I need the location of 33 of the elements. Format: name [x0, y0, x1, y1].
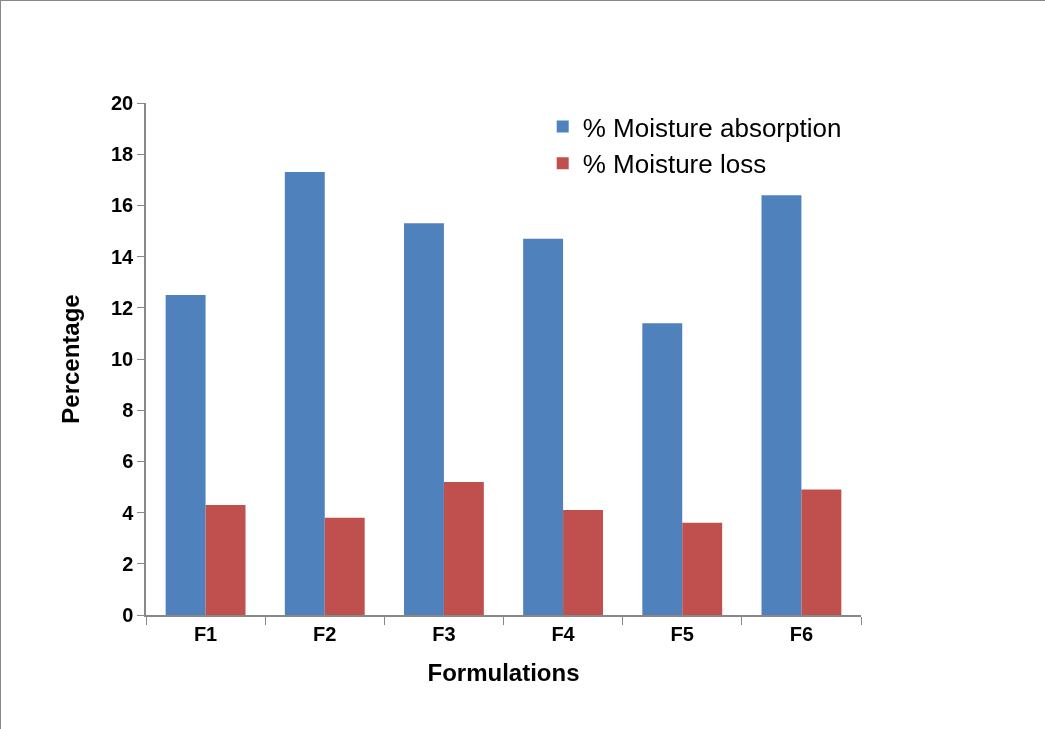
- bar: [165, 295, 206, 615]
- y-tick-label: 4: [122, 501, 135, 524]
- y-tick-label: 20: [111, 92, 134, 114]
- bar: [443, 481, 484, 615]
- y-tick-label: 18: [111, 143, 134, 166]
- bar: [801, 489, 842, 615]
- x-axis-title: Formulations: [427, 658, 580, 686]
- x-tick-label: F4: [551, 622, 576, 645]
- bar: [761, 195, 802, 615]
- y-tick-label: 6: [122, 450, 134, 473]
- bar: [563, 510, 603, 615]
- bar: [682, 522, 723, 615]
- x-tick-label: F3: [432, 622, 456, 645]
- legend-label: % Moisture absorption: [582, 112, 842, 143]
- y-tick-label: 2: [122, 552, 134, 575]
- bar: [284, 172, 325, 615]
- y-tick-label: 14: [111, 245, 135, 268]
- x-tick-label: F6: [789, 622, 814, 645]
- legend-label: % Moisture loss: [582, 149, 767, 180]
- y-tick-label: 16: [111, 194, 134, 217]
- x-tick-label: F1: [193, 622, 218, 645]
- y-tick-label: 12: [111, 296, 134, 319]
- y-tick-label: 10: [111, 348, 134, 370]
- bar: [324, 517, 365, 615]
- y-tick-label: 0: [122, 604, 134, 626]
- y-axis-title: Percentage: [56, 294, 84, 424]
- bar: [523, 238, 564, 615]
- bar: [642, 323, 683, 615]
- x-tick-label: F5: [670, 622, 694, 645]
- y-tick-label: 8: [122, 399, 134, 422]
- x-tick-label: F2: [313, 622, 337, 645]
- bar: [404, 223, 444, 615]
- bar: [205, 504, 246, 615]
